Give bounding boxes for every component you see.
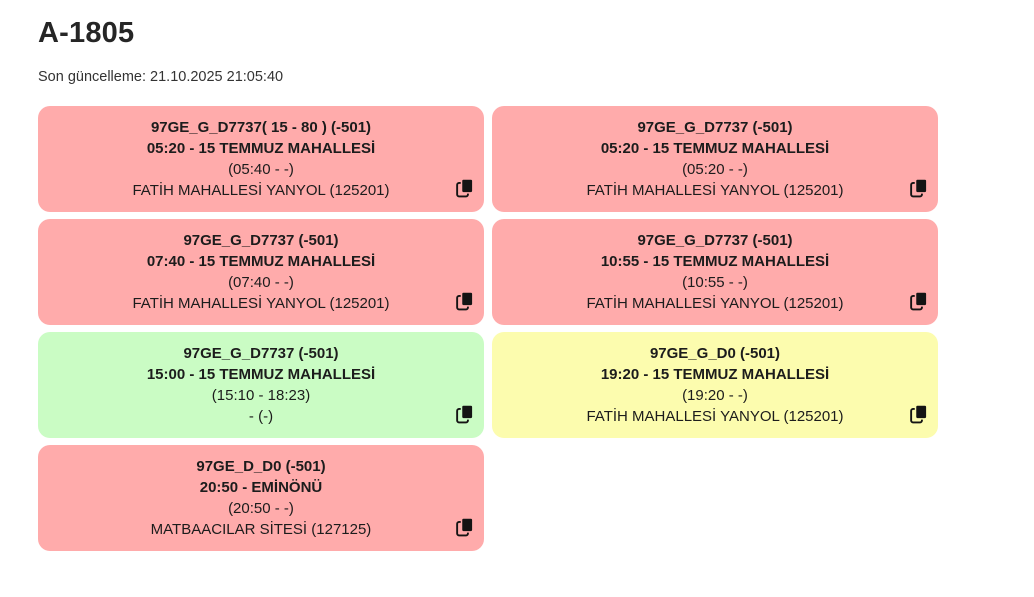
trip-card[interactable]: 97GE_G_D0 (-501) 19:20 - 15 TEMMUZ MAHAL… [492, 332, 938, 438]
copy-icon[interactable] [456, 517, 474, 537]
trip-destination-line: 10:55 - 15 TEMMUZ MAHALLESİ [600, 253, 830, 270]
trip-destination-line: 05:20 - 15 TEMMUZ MAHALLESİ [600, 140, 830, 157]
trip-cards-grid: 97GE_G_D7737( 15 - 80 ) (-501) 05:20 - 1… [38, 106, 996, 551]
trip-times-line: (05:20 - -) [682, 161, 748, 178]
trip-route-line: 97GE_D_D0 (-501) [196, 458, 326, 475]
trip-stop-line: FATİH MAHALLESİ YANYOL (125201) [132, 182, 390, 199]
trip-card[interactable]: 97GE_G_D7737 (-501) 10:55 - 15 TEMMUZ MA… [492, 219, 938, 325]
trip-stop-line: FATİH MAHALLESİ YANYOL (125201) [132, 295, 390, 312]
trip-route-line: 97GE_G_D7737 (-501) [183, 345, 339, 362]
copy-icon[interactable] [910, 178, 928, 198]
trip-card[interactable]: 97GE_G_D7737( 15 - 80 ) (-501) 05:20 - 1… [38, 106, 484, 212]
trip-stop-line: FATİH MAHALLESİ YANYOL (125201) [586, 295, 844, 312]
page-title: A-1805 [38, 17, 135, 49]
trip-times-line: (07:40 - -) [228, 274, 294, 291]
copy-icon[interactable] [456, 291, 474, 311]
trip-destination-line: 05:20 - 15 TEMMUZ MAHALLESİ [146, 140, 376, 157]
trip-route-line: 97GE_G_D7737 (-501) [637, 119, 793, 136]
trip-times-line: (10:55 - -) [682, 274, 748, 291]
trip-destination-line: 07:40 - 15 TEMMUZ MAHALLESİ [146, 253, 376, 270]
trip-stop-line: MATBAACILAR SİTESİ (127125) [150, 521, 372, 538]
trip-times-line: (05:40 - -) [228, 161, 294, 178]
trip-times-line: (20:50 - -) [228, 500, 294, 517]
copy-icon[interactable] [910, 404, 928, 424]
trip-destination-line: 19:20 - 15 TEMMUZ MAHALLESİ [600, 366, 830, 383]
copy-icon[interactable] [910, 291, 928, 311]
trip-times-line: (19:20 - -) [682, 387, 748, 404]
last-update-text: Son güncelleme: 21.10.2025 21:05:40 [38, 69, 284, 85]
trip-stop-line: FATİH MAHALLESİ YANYOL (125201) [586, 408, 844, 425]
trip-route-line: 97GE_G_D0 (-501) [649, 345, 781, 362]
trip-destination-line: 15:00 - 15 TEMMUZ MAHALLESİ [146, 366, 376, 383]
trip-route-line: 97GE_G_D7737 (-501) [183, 232, 339, 249]
trip-card[interactable]: 97GE_G_D7737 (-501) 05:20 - 15 TEMMUZ MA… [492, 106, 938, 212]
copy-icon[interactable] [456, 178, 474, 198]
copy-icon[interactable] [456, 404, 474, 424]
trip-stop-line: FATİH MAHALLESİ YANYOL (125201) [586, 182, 844, 199]
trip-destination-line: 20:50 - EMİNÖNÜ [199, 479, 323, 496]
trip-card[interactable]: 97GE_G_D7737 (-501) 07:40 - 15 TEMMUZ MA… [38, 219, 484, 325]
trip-times-line: (15:10 - 18:23) [211, 387, 311, 404]
trip-stop-line: - (-) [248, 408, 274, 425]
trip-card[interactable]: 97GE_G_D7737 (-501) 15:00 - 15 TEMMUZ MA… [38, 332, 484, 438]
trip-route-line: 97GE_G_D7737 (-501) [637, 232, 793, 249]
trip-card[interactable]: 97GE_D_D0 (-501) 20:50 - EMİNÖNÜ (20:50 … [38, 445, 484, 551]
trip-route-line: 97GE_G_D7737( 15 - 80 ) (-501) [150, 119, 372, 136]
